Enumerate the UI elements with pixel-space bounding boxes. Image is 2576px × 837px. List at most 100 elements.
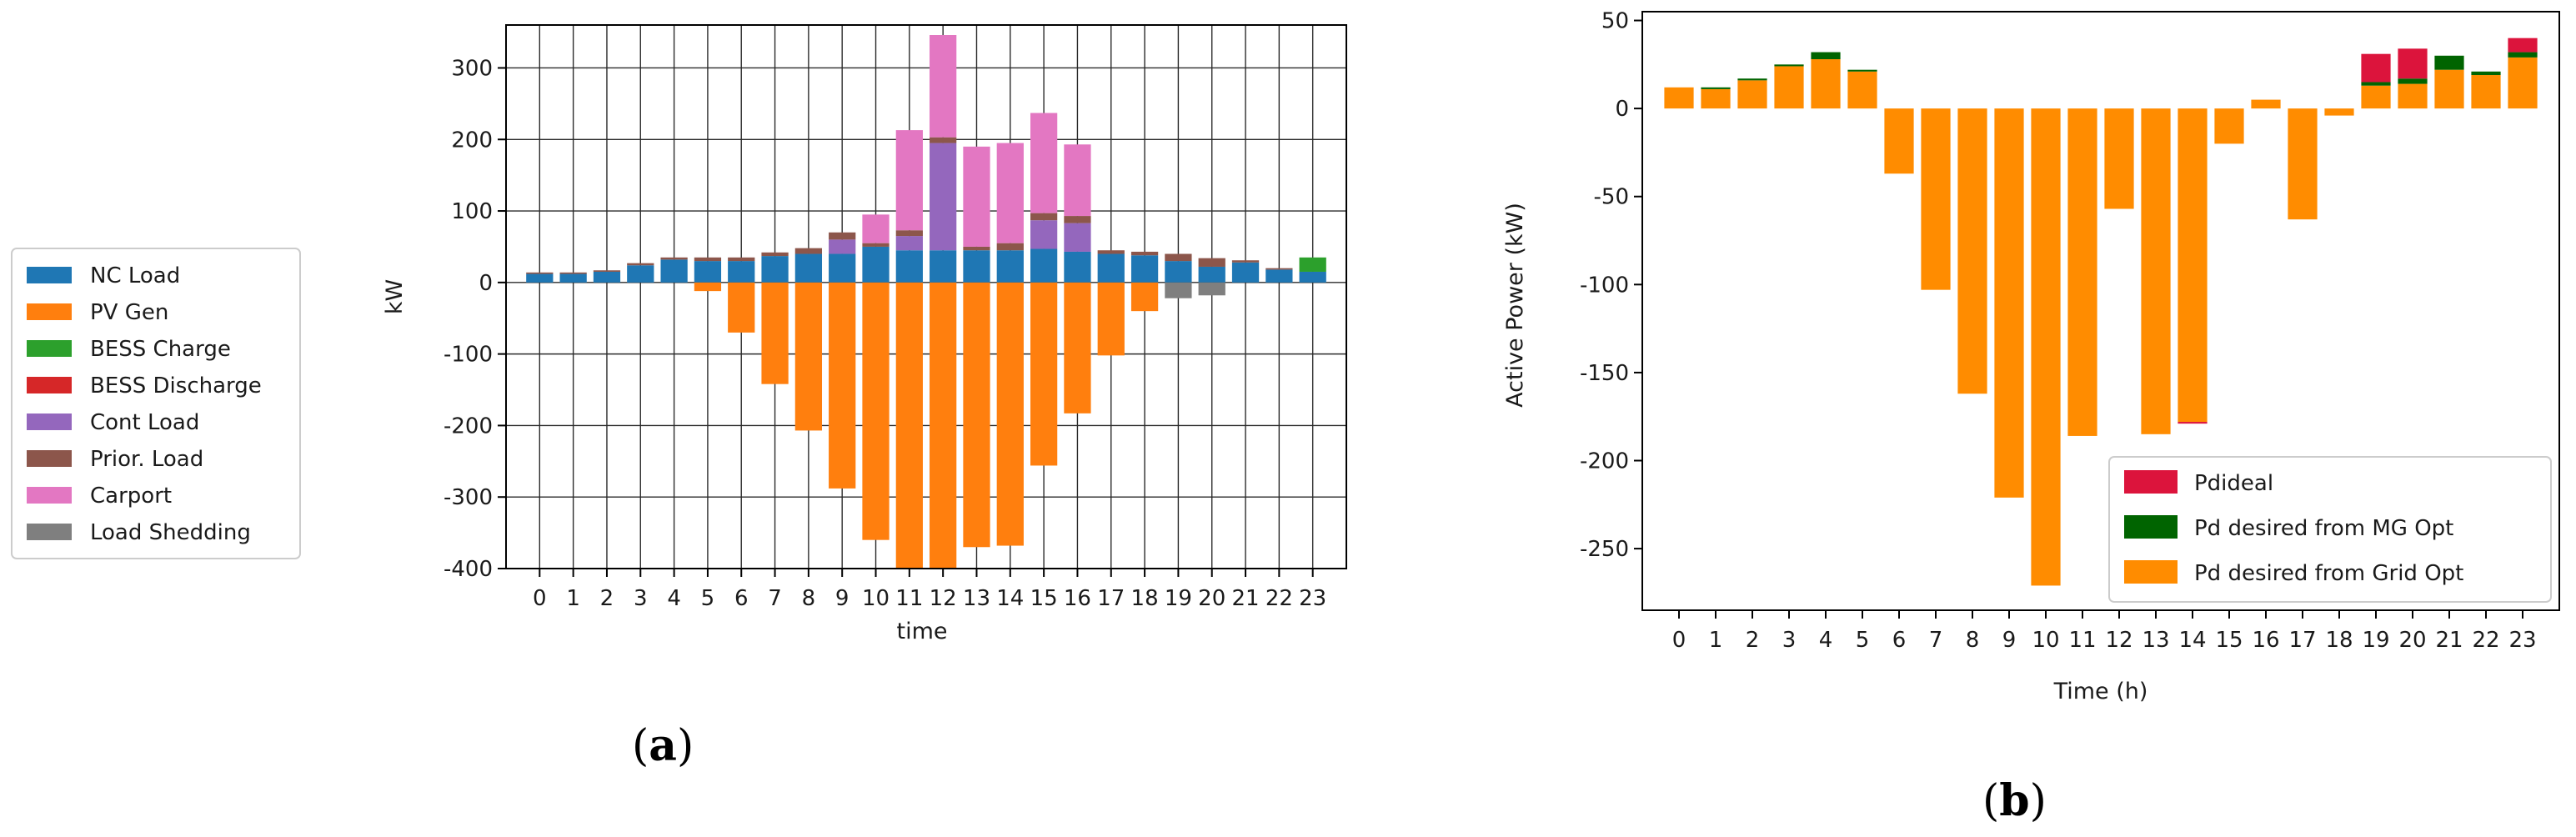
- panel-b-xtick-label-4: 4: [1819, 628, 1833, 653]
- panel-b-ylabel: Active Power (kW): [1502, 203, 1528, 408]
- panel-b-ytick-label--100: -100: [1580, 273, 1629, 298]
- panel-b-ytick-label--50: -50: [1594, 185, 1629, 210]
- panel-a-legend-swatch-bess-discharge: [27, 377, 72, 393]
- panel-b-bar-pd-desired-from-grid-opt-t18: [2324, 108, 2353, 115]
- panel-b-xtick-label-8: 8: [1966, 628, 1980, 653]
- panel-a-bar-nc-load-t3: [627, 265, 654, 283]
- panel-b-xtick-label-21: 21: [2435, 628, 2463, 653]
- panel-b-bar-pd-desired-from-grid-opt-t14: [2178, 108, 2207, 422]
- panel-a-xtick-label-2: 2: [600, 586, 614, 611]
- panel-b-bar-pdideal-t19: [2361, 54, 2390, 83]
- panel-a-legend-label-nc-load: NC Load: [90, 263, 180, 288]
- panel-b-bar-pd-desired-from-grid-opt-t1: [1701, 89, 1730, 108]
- panel-b-bar-pd-desired-from-grid-opt-t20: [2398, 84, 2427, 109]
- panel-b-bar-pd-desired-from-grid-opt-t22: [2471, 75, 2500, 108]
- panel-a-bar-cont-load-t16: [1064, 223, 1090, 252]
- panel-a-bar-nc-load-t10: [862, 247, 889, 283]
- panel-a-bar-pv-gen-t6: [728, 283, 754, 333]
- panel-a-xtick-label-7: 7: [768, 586, 782, 611]
- panel-a-bar-prior-load-t8: [795, 248, 822, 254]
- panel-b-caption-letter: b: [1999, 775, 2029, 826]
- panel-b-bar-pd-desired-from-grid-opt-t9: [1994, 108, 2023, 498]
- panel-a-bar-prior-load-t13: [963, 247, 990, 250]
- panel-a-xtick-label-1: 1: [566, 586, 580, 611]
- panel-b-xtick-label-20: 20: [2398, 628, 2426, 653]
- panel-a-xtick-label-13: 13: [963, 586, 990, 611]
- panel-b-ytick-label--250: -250: [1580, 537, 1629, 562]
- panel-a-legend: NC Load PV Gen BESS Charge BESS Discharge Co…: [12, 248, 300, 559]
- panel-b-xtick-label-6: 6: [1892, 628, 1907, 653]
- panel-b-chart: -250-200-150-100-500500 1 2 3 4 5 6 7 8 9 10 11 12 13…: [1502, 9, 2559, 826]
- panel-a-bar-nc-load-t8: [795, 254, 822, 283]
- panel-a-bar-cont-load-t11: [896, 236, 923, 250]
- panel-a-xtick-label-6: 6: [734, 586, 749, 611]
- panel-a-xtick-label-11: 11: [895, 586, 923, 611]
- panel-a-bar-nc-load-t5: [694, 261, 721, 283]
- panel-b-bar-pdideal-t20: [2398, 48, 2427, 78]
- panel-b-xtick-label-15: 15: [2215, 628, 2243, 653]
- panel-b-xtick-label-13: 13: [2142, 628, 2169, 653]
- panel-b-ytick-label-0: 0: [1615, 97, 1629, 122]
- panel-b-bar-pd-desired-from-mg-opt-t23: [2508, 53, 2537, 58]
- panel-a-legend-swatch-nc-load: [27, 267, 72, 283]
- panel-a-bar-pv-gen-t8: [795, 283, 822, 431]
- panel-a-legend-label-bess-charge: BESS Charge: [90, 337, 231, 362]
- panel-b-ytick-label-50: 50: [1601, 9, 1629, 34]
- panel-a-bar-prior-load-t10: [862, 243, 889, 247]
- panel-a-bar-pv-gen-t14: [997, 283, 1024, 546]
- panel-b-bar-pd-desired-from-grid-opt-t17: [2288, 108, 2317, 219]
- panel-a-bar-cont-load-t15: [1030, 220, 1057, 248]
- panel-b-legend: PdidealPd desired from MG OptPd desired …: [2109, 457, 2551, 602]
- panel-a-bar-prior-load-t18: [1131, 252, 1158, 255]
- panel-b-ytick-label--150: -150: [1580, 361, 1629, 386]
- panel-a-xtick-label-8: 8: [802, 586, 816, 611]
- panel-b-legend-swatch-pd-desired-from-mg-opt: [2124, 515, 2178, 539]
- panel-a-legend-label-carport: Carport: [90, 484, 172, 509]
- panel-a-bar-prior-load-t12: [930, 138, 956, 143]
- panel-a-bar-prior-load-t5: [694, 258, 721, 261]
- panel-a-bar-load-shedding-t19: [1165, 283, 1191, 298]
- panel-a-bar-carport-t14: [997, 143, 1024, 243]
- panel-b-bar-pd-desired-from-grid-opt-t5: [1847, 72, 1877, 108]
- panel-a-bar-pv-gen-t16: [1064, 283, 1090, 413]
- panel-b-xtick-label-17: 17: [2288, 628, 2316, 653]
- panel-a-bar-prior-load-t19: [1165, 254, 1191, 262]
- panel-a-xtick-label-22: 22: [1265, 586, 1293, 611]
- panel-b-xtick-label-2: 2: [1746, 628, 1760, 653]
- panel-b-bar-pd-desired-from-grid-opt-t16: [2251, 100, 2280, 109]
- panel-b-legend-label-pdideal: Pdideal: [2194, 471, 2273, 496]
- panel-a-legend-swatch-prior-load: [27, 450, 72, 467]
- panel-a-xtick-label-20: 20: [1198, 586, 1225, 611]
- panel-a-bar-nc-load-t12: [930, 250, 956, 283]
- panel-a-xtick-label-17: 17: [1097, 586, 1125, 611]
- panel-a-bar-nc-load-t11: [896, 250, 923, 283]
- panel-b-caption: (b): [1982, 775, 2047, 826]
- panel-b-bar-pd-desired-from-grid-opt-t13: [2141, 108, 2170, 434]
- panel-b-xtick-label-5: 5: [1856, 628, 1870, 653]
- panel-a-bar-prior-load-t2: [594, 270, 620, 272]
- panel-a-legend-frame: [12, 248, 300, 559]
- panel-a-bar-pv-gen-t12: [930, 283, 956, 569]
- panel-a-ytick-label-100: 100: [451, 199, 493, 224]
- panel-a-legend-swatch-bess-charge: [27, 340, 72, 357]
- panel-b-bar-pd-desired-from-mg-opt-t22: [2471, 72, 2500, 75]
- panel-a-plot-frame: [506, 25, 1346, 569]
- panel-b-xtick-label-10: 10: [2032, 628, 2059, 653]
- panel-b-xtick-label-7: 7: [1929, 628, 1943, 653]
- panel-a-bar-nc-load-t2: [594, 272, 620, 283]
- panel-b-xtick-label-11: 11: [2068, 628, 2096, 653]
- panel-a-bar-pv-gen-t9: [829, 283, 855, 489]
- panel-a-bar-pv-gen-t15: [1030, 283, 1057, 466]
- panel-a-bars: [526, 35, 1326, 569]
- panel-a-ytick-label--100: -100: [444, 343, 493, 368]
- panel-b-bar-pd-desired-from-grid-opt-t15: [2214, 108, 2243, 143]
- panel-a-ytick-label--200: -200: [444, 413, 493, 439]
- panel-a-bar-pv-gen-t10: [862, 283, 889, 540]
- panel-a-bar-carport-t15: [1030, 113, 1057, 213]
- panel-a-xtick-label-0: 0: [533, 586, 547, 611]
- panel-b-bar-pd-desired-from-grid-opt-t23: [2508, 58, 2537, 108]
- panel-b-legend-swatch-pd-desired-from-grid-opt: [2124, 560, 2178, 584]
- panel-a-bar-pv-gen-t5: [694, 283, 721, 291]
- panel-a-bar-nc-load-t21: [1232, 263, 1259, 283]
- panel-b-bar-pd-desired-from-mg-opt-t3: [1774, 64, 1803, 66]
